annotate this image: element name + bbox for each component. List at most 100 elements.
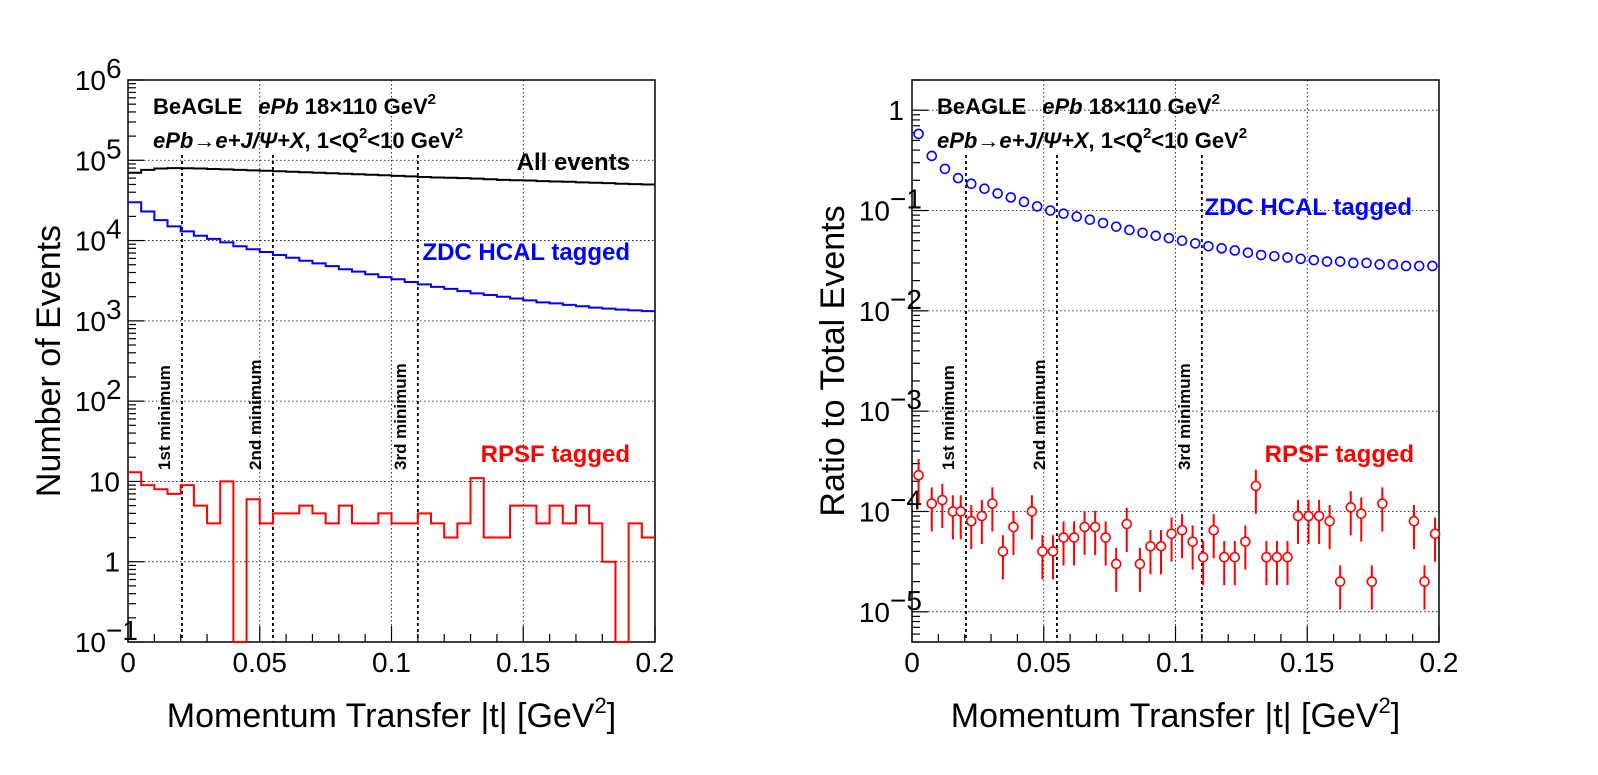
x-tick-label: 0.2 — [1420, 647, 1459, 678]
rpsf-point — [1303, 510, 1314, 522]
rpsf-point — [1089, 521, 1101, 533]
zdc-point — [1269, 250, 1280, 262]
series-label: ZDC HCAL tagged — [422, 239, 630, 266]
rpsf-point — [1271, 551, 1283, 563]
y-tick-label: 10 — [859, 196, 890, 227]
minimum-label: 3rd minimum — [1175, 363, 1194, 470]
rpsf-point — [1366, 576, 1378, 587]
zdc-point — [1400, 260, 1412, 272]
panel-1: 1st minimum 2nd minimum 3rd minimum 0 0.05 0.… — [30, 53, 674, 735]
zdc-point — [1321, 256, 1333, 267]
annotation-q2-range: , 1<Q — [1089, 128, 1143, 153]
zdc-point — [1427, 260, 1438, 272]
zdc-point — [1110, 221, 1122, 232]
y-axis-title: Number of Events — [30, 225, 68, 497]
rpsf-point — [913, 469, 924, 481]
annotation-sup: 2 — [455, 125, 463, 142]
annotation-sup: 2 — [1143, 125, 1151, 142]
y-tick-label: 10 — [859, 396, 890, 427]
annotation-energy: 18×110 GeV — [1083, 94, 1212, 119]
rpsf-point — [1377, 498, 1388, 509]
zdc-point — [1005, 192, 1017, 203]
zdc-point — [1137, 227, 1148, 239]
zdc-point — [1242, 247, 1254, 258]
annotation-line-1: BeAGLE ePb 18×110 GeV2 — [153, 91, 436, 119]
zdc-point — [1176, 235, 1188, 247]
rpsf-point — [1058, 532, 1069, 543]
histogram-all-events — [128, 167, 655, 186]
zdc-point — [1308, 254, 1320, 266]
annotation-beam: ePb — [1042, 94, 1082, 119]
zdc-point — [1018, 196, 1030, 208]
annotation-q2-max: <10 GeV — [367, 128, 455, 153]
panel-2: 1st minimum 2nd minimum 3rd minimum 0 0.05 0.… — [814, 79, 1459, 735]
minimum-label: 2nd minimum — [1030, 359, 1049, 470]
annotation-sup: 2 — [428, 91, 436, 108]
zdc-point — [1387, 259, 1399, 270]
rpsf-point — [1026, 506, 1038, 517]
rpsf-point — [1240, 536, 1251, 547]
rpsf-point — [1345, 502, 1357, 513]
zdc-point — [1282, 252, 1293, 263]
y-tick-label: 1 — [104, 547, 120, 578]
rpsf-point — [937, 494, 948, 506]
minimum-label: 2nd minimum — [246, 359, 265, 470]
x-tick-label: 0 — [904, 647, 920, 678]
y-tick-label: 1 — [888, 95, 904, 126]
x-axis-title-end: ] — [607, 697, 616, 735]
x-tick-label: 0.05 — [1017, 647, 1072, 678]
zdc-point — [1124, 224, 1135, 236]
zdc-point — [1031, 201, 1043, 212]
rpsf-point — [1229, 551, 1241, 563]
rpsf-point — [1008, 521, 1019, 533]
series-label: All events — [517, 149, 630, 176]
zdc-point — [1150, 230, 1162, 242]
rpsf-point — [1208, 524, 1220, 536]
zdc-point — [992, 188, 1003, 199]
rpsf-point — [1187, 536, 1198, 547]
y-tick-label: 10 — [859, 296, 890, 327]
x-ticks — [127, 626, 656, 642]
rpsf-point — [1313, 510, 1325, 522]
zdc-point — [1163, 232, 1175, 244]
x-axis-title-end: ] — [1391, 697, 1400, 735]
annotation-generator: BeAGLE — [937, 94, 1026, 119]
zdc-point — [979, 183, 990, 195]
rpsf-point — [1110, 558, 1122, 570]
x-tick-label: 0 — [120, 647, 136, 678]
histogram-zdc-hcal-tagged — [128, 201, 655, 313]
x-axis-title: Momentum Transfer |t| [GeV2] — [951, 693, 1400, 735]
zdc-point — [1413, 260, 1425, 272]
rpsf-point — [1355, 508, 1367, 520]
y-tick-label: 10 — [75, 65, 106, 96]
y-tick-label: 10 — [859, 597, 890, 628]
rpsf-point — [1408, 515, 1420, 527]
zdc-point — [1348, 257, 1359, 269]
y-tick-label: 10 — [859, 496, 890, 527]
x-ticks — [911, 626, 1440, 642]
zdc-point — [1334, 256, 1346, 267]
zdc-point — [1058, 208, 1069, 219]
y-tick-exponent: 5 — [106, 133, 122, 164]
y-tick-label: 10 — [75, 627, 106, 658]
rpsf-point — [1145, 540, 1156, 552]
zdc-point — [1295, 253, 1306, 265]
zdc-point — [1216, 243, 1227, 254]
annotation-sup: 2 — [359, 125, 367, 142]
rpsf-point — [987, 498, 998, 509]
y-tick-exponent: −5 — [890, 585, 922, 616]
rpsf-point — [1197, 551, 1209, 563]
y-ticks — [912, 79, 928, 643]
rpsf-point — [976, 510, 988, 522]
zdc-point — [1361, 257, 1372, 269]
annotation-line-2: ePb→e+J/Ψ+X, 1<Q2<10 GeV2 — [153, 125, 463, 153]
minimum-label: 1st minimum — [155, 365, 174, 470]
y-tick-exponent: −2 — [890, 284, 922, 315]
rpsf-point — [1068, 532, 1080, 543]
minimum-label: 1st minimum — [939, 365, 958, 470]
series-label: ZDC HCAL tagged — [1204, 194, 1412, 221]
annotation-sup: 2 — [1212, 91, 1220, 108]
zdc-point — [1374, 259, 1386, 270]
